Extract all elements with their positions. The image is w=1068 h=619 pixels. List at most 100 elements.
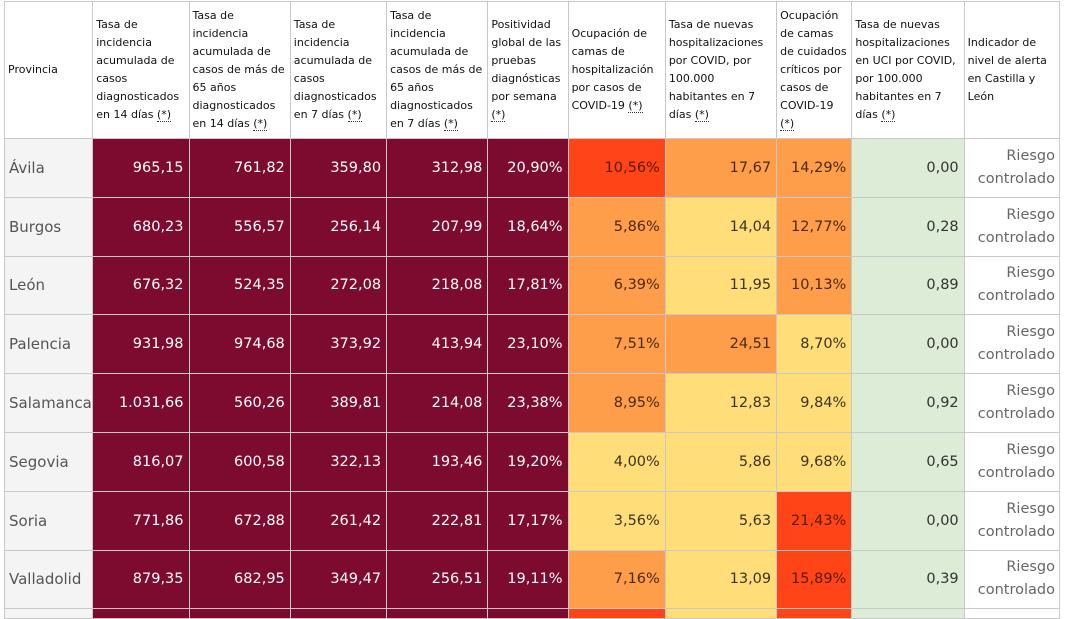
table-row: Burgos 680,23 556,57 256,14 207,99 18,64% 5,86…: [3, 196, 1061, 257]
indicator-value: 5,86%: [567, 196, 666, 257]
province-name: Segovia: [3, 431, 94, 492]
column-header: Tasa de incidencia acumulada de casos di…: [289, 1, 388, 139]
footnote-marker[interactable]: (*): [347, 108, 362, 122]
indicator-value: 256,51: [386, 549, 489, 610]
indicator-value: 23,38%: [487, 373, 569, 433]
column-header: Positividad global de las pruebas diagnó…: [487, 1, 569, 139]
indicator-value: 14,29%: [776, 138, 853, 198]
indicator-value: 3,56%: [567, 490, 666, 551]
indicator-value: 0,00: [851, 138, 965, 198]
indicator-value: 24,51: [664, 314, 778, 375]
column-header: Ocupación de camas de hospitalización po…: [567, 1, 666, 139]
table-body: Ávila 965,15 761,82 359,80 312,98 20,90% 10,56…: [3, 138, 1061, 619]
indicator-value: 214,08: [386, 373, 489, 433]
indicator-value: 676,32: [92, 255, 190, 316]
indicator-value: 207,99: [386, 196, 489, 257]
indicator-value: 17,67: [664, 138, 778, 198]
province-name: Burgos: [3, 196, 94, 257]
indicator-value: 15,89%: [776, 549, 853, 610]
table-row: León 676,32 524,35 272,08 218,08 17,81% 6,39% 1…: [3, 255, 1061, 316]
indicator-value: 373,92: [289, 314, 388, 375]
indicator-value: 771,86: [92, 490, 190, 551]
column-header-text: Indicador de nivel de alerta en Castilla…: [967, 36, 1047, 103]
table-cell: [567, 608, 666, 619]
table-cell: [776, 608, 853, 619]
indicator-value: 17,17%: [487, 490, 569, 551]
indicator-value: 7,51%: [567, 314, 666, 375]
footnote-marker[interactable]: (*): [443, 117, 458, 131]
indicator-value: 261,42: [289, 490, 388, 551]
column-header: Tasa de incidencia acumulada de casos de…: [386, 1, 489, 139]
indicator-value: 6,39%: [567, 255, 666, 316]
indicator-value: 965,15: [92, 138, 190, 198]
table-cell: [3, 608, 94, 619]
alert-level: Riesgo controlado: [963, 196, 1061, 257]
footnote-marker[interactable]: (*): [881, 108, 896, 122]
column-header-text: Ocupación de camas de hospitalización po…: [571, 27, 654, 112]
footnote-marker[interactable]: (*): [491, 108, 506, 122]
footnote-marker[interactable]: (*): [253, 117, 268, 131]
indicator-value: 193,46: [386, 431, 489, 492]
table-cell: [92, 608, 190, 619]
indicator-value: 23,10%: [487, 314, 569, 375]
table-row-partial: [3, 608, 1061, 619]
indicator-value: 21,43%: [776, 490, 853, 551]
column-header-text: Tasa de incidencia acumulada de casos di…: [96, 18, 180, 121]
indicator-value: 680,23: [92, 196, 190, 257]
indicator-value: 413,94: [386, 314, 489, 375]
footnote-marker[interactable]: (*): [628, 99, 643, 113]
indicator-value: 556,57: [188, 196, 291, 257]
indicator-value: 256,14: [289, 196, 388, 257]
footnote-marker[interactable]: (*): [157, 108, 172, 122]
table-row: Palencia 931,98 974,68 373,92 413,94 23,10% 7,…: [3, 314, 1061, 375]
indicator-value: 0,00: [851, 490, 965, 551]
column-header: Provincia: [3, 1, 94, 139]
header-row: Provincia Tasa de incidencia acumulada de…: [3, 1, 1061, 139]
table-cell: [851, 608, 965, 619]
indicator-value: 0,00: [851, 314, 965, 375]
province-name: León: [3, 255, 94, 316]
column-header-text: Tasa de nuevas hospitalizaciones en UCI …: [855, 18, 956, 121]
indicator-value: 11,95: [664, 255, 778, 316]
indicator-value: 0,39: [851, 549, 965, 610]
table-row: Salamanca 1.031,66 560,26 389,81 214,08 23,38…: [3, 373, 1061, 433]
column-header-text: Positividad global de las pruebas diagnó…: [491, 18, 562, 103]
indicator-value: 672,88: [188, 490, 291, 551]
column-header: Tasa de incidencia acumulada de casos de…: [188, 1, 291, 139]
indicator-value: 9,84%: [776, 373, 853, 433]
footnote-marker[interactable]: (*): [694, 108, 709, 122]
indicator-value: 600,58: [188, 431, 291, 492]
indicator-value: 0,65: [851, 431, 965, 492]
indicator-value: 5,86: [664, 431, 778, 492]
alert-level: Riesgo controlado: [963, 255, 1061, 316]
footnote-marker[interactable]: (*): [780, 117, 795, 131]
alert-level: Riesgo controlado: [963, 138, 1061, 198]
indicator-value: 389,81: [289, 373, 388, 433]
indicator-value: 524,35: [188, 255, 291, 316]
table-cell: [188, 608, 291, 619]
indicator-value: 10,56%: [567, 138, 666, 198]
indicator-value: 322,13: [289, 431, 388, 492]
indicator-value: 19,20%: [487, 431, 569, 492]
table-cell: [664, 608, 778, 619]
column-header-text: Ocupación de camas de cuidados críticos …: [780, 9, 847, 112]
alert-level: Riesgo controlado: [963, 549, 1061, 610]
indicator-value: 682,95: [188, 549, 291, 610]
province-name: Soria: [3, 490, 94, 551]
indicator-value: 0,28: [851, 196, 965, 257]
indicator-value: 931,98: [92, 314, 190, 375]
column-header: Ocupación de camas de cuidados críticos …: [776, 1, 853, 139]
province-name: Valladolid: [3, 549, 94, 610]
column-header: Indicador de nivel de alerta en Castilla…: [963, 1, 1061, 139]
indicator-value: 218,08: [386, 255, 489, 316]
indicator-value: 8,70%: [776, 314, 853, 375]
indicator-value: 12,83: [664, 373, 778, 433]
indicator-value: 5,63: [664, 490, 778, 551]
alert-level: Riesgo controlado: [963, 314, 1061, 375]
covid-indicators-table: Provincia Tasa de incidencia acumulada de…: [3, 1, 1061, 619]
province-name: Ávila: [3, 138, 94, 198]
indicator-value: 816,07: [92, 431, 190, 492]
indicator-value: 272,08: [289, 255, 388, 316]
indicator-value: 359,80: [289, 138, 388, 198]
indicator-value: 19,11%: [487, 549, 569, 610]
